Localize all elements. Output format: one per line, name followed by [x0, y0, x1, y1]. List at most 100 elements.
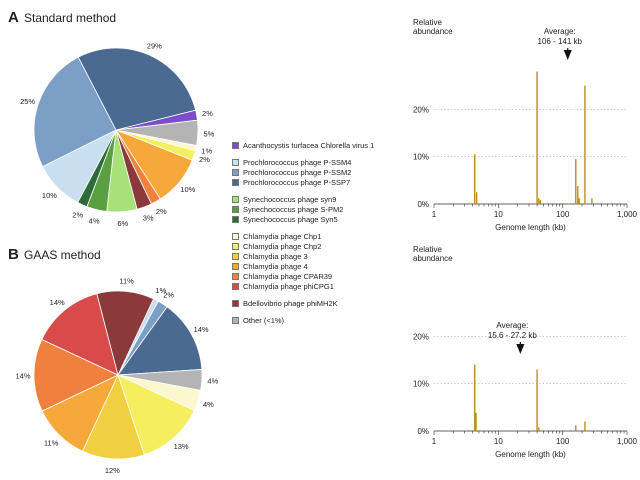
- pie-slice-label: 4%: [207, 377, 218, 386]
- legend-item: Synechococcus phage syn9: [232, 194, 412, 204]
- y-tick-label: 0%: [417, 427, 429, 436]
- panel-b-letter: B: [8, 246, 19, 263]
- legend-item: Chlamydia phage Chp2: [232, 241, 412, 251]
- pie-slice-label: 10%: [180, 185, 195, 194]
- legend-label: Acanthocystis turfacea Chlorella virus 1: [243, 140, 375, 150]
- pie-slice-label: 2%: [199, 155, 210, 164]
- legend-label: Chlamydia phage CPAR39: [243, 271, 333, 281]
- legend-swatch: [232, 232, 239, 240]
- legend-item: Bdellovibrio phage phiMH2K: [232, 298, 412, 308]
- pie-slice: [117, 374, 195, 456]
- annotation-arrow: [563, 50, 572, 60]
- legend-swatch: [232, 141, 239, 149]
- legend-label: Bdellovibrio phage phiMH2K: [243, 298, 338, 308]
- pie-slice-label: 12%: [105, 466, 120, 475]
- pie-slice-label: 1%: [201, 146, 212, 155]
- legend-label: Synechococcus phage S-PM2: [243, 204, 344, 214]
- pie-slice-label: 2%: [156, 207, 167, 216]
- pie-slice-label: 10%: [42, 191, 57, 200]
- panel-a-letter: A: [8, 9, 19, 26]
- x-tick-label: 1: [432, 210, 437, 219]
- annotation-line1: Average:: [544, 27, 576, 36]
- y-tick-label: 20%: [413, 105, 429, 114]
- legend-swatch: [232, 262, 239, 270]
- legend-item: Synechococcus phage Syn5: [232, 214, 412, 224]
- pie-slice: [81, 373, 145, 460]
- pie-slice: [77, 47, 197, 131]
- legend-swatch: [232, 272, 239, 280]
- x-tick-label: 1: [432, 437, 437, 446]
- panel-b-title: GAAS method: [24, 248, 101, 262]
- pie-slice-label: 3%: [143, 213, 154, 222]
- y-tick-label: 20%: [413, 332, 429, 341]
- y-axis-label-line: Relative: [413, 245, 442, 254]
- legend-label: Synechococcus phage Syn5: [243, 214, 338, 224]
- legend-swatch: [232, 205, 239, 213]
- pie-slice-label: 11%: [119, 276, 134, 285]
- legend-label: Chlamydia phage Chp2: [243, 241, 322, 251]
- legend-item: Prochlorococcus phage P-SSM2: [232, 167, 412, 177]
- legend-swatch: [232, 242, 239, 250]
- legend-label: Chlamydia phage phiCPG1: [243, 281, 334, 291]
- legend-label: Chlamydia phage Chp1: [243, 231, 322, 241]
- x-tick-label: 1,000: [617, 437, 638, 446]
- x-tick-label: 100: [556, 437, 570, 446]
- x-axis-label: Genome length (kb): [495, 450, 566, 459]
- x-axis-label: Genome length (kb): [495, 223, 566, 232]
- length-chart-2: 0% 10% 20% 1 10 100 1,000 Genome length (kb) Rel…: [413, 245, 638, 459]
- legend-swatch: [232, 316, 239, 324]
- legend-item: Acanthocystis turfacea Chlorella virus 1: [232, 140, 412, 150]
- legend-label: Chlamydia phage 3: [243, 251, 308, 261]
- legend-label: Prochlorococcus phage P-SSM2: [243, 167, 352, 177]
- annotation-line2: 106 - 141 kb: [538, 37, 583, 46]
- panel-a-title: Standard method: [24, 11, 117, 25]
- pie-slice-label: 14%: [194, 325, 209, 334]
- pie-slice-label: 13%: [174, 442, 189, 451]
- pie-slice-label: 25%: [20, 97, 35, 106]
- length-chart-1: 0% 10% 20% 1 10 100 1,000 Genome length (kb) Rel…: [413, 18, 638, 232]
- y-tick-label: 10%: [413, 380, 429, 389]
- legend-swatch: [232, 215, 239, 223]
- legend-item: Chlamydia phage 4: [232, 261, 412, 271]
- pie-slice-label: 6%: [117, 219, 128, 228]
- legend-swatch: [232, 195, 239, 203]
- legend-item: Prochlorococcus phage P-SSM4: [232, 157, 412, 167]
- pie-slice-label: 2%: [202, 109, 213, 118]
- legend-item: Prochlorococcus phage P-SSP7: [232, 177, 412, 187]
- pie-slice: [96, 290, 155, 377]
- y-axis-label-line: abundance: [413, 27, 453, 36]
- legend: Acanthocystis turfacea Chlorella virus 1…: [232, 140, 412, 325]
- pie-chart-2: 1%2% 14% 4% 4% 13% 12% 11% 14% 14% 11%: [15, 276, 218, 474]
- legend-swatch: [232, 299, 239, 307]
- legend-item: Chlamydia phage phiCPG1: [232, 281, 412, 291]
- pie-slice: [33, 338, 119, 412]
- pie-slice-label: 14%: [15, 371, 30, 380]
- x-tick-label: 100: [556, 210, 570, 219]
- pie-slice-label: 2%: [72, 211, 83, 220]
- x-tick-label: 10: [494, 210, 503, 219]
- pie-slice-label: 5%: [204, 129, 215, 138]
- x-tick-label: 1,000: [617, 210, 638, 219]
- annotation-arrow: [516, 344, 525, 354]
- pie-slice: [41, 293, 119, 376]
- pie-slice-label: 4%: [203, 400, 214, 409]
- y-axis-label-line: Relative: [413, 18, 442, 27]
- pie-slice-label: 1%: [155, 286, 166, 295]
- legend-label: Synechococcus phage syn9: [243, 194, 337, 204]
- legend-swatch: [232, 178, 239, 186]
- legend-item: Chlamydia phage 3: [232, 251, 412, 261]
- legend-item: Synechococcus phage S-PM2: [232, 204, 412, 214]
- pie-slice: [117, 306, 203, 376]
- legend-item: Chlamydia phage CPAR39: [232, 271, 412, 281]
- x-tick-label: 10: [494, 437, 503, 446]
- legend-label: Prochlorococcus phage P-SSP7: [243, 177, 351, 187]
- legend-label: Chlamydia phage 4: [243, 261, 308, 271]
- pie-slice-label: 4%: [89, 216, 100, 225]
- y-tick-label: 10%: [413, 153, 429, 162]
- legend-label: Other (<1%): [243, 315, 285, 325]
- legend-label: Prochlorococcus phage P-SSM4: [243, 157, 352, 167]
- pie-slice-label: 11%: [44, 438, 59, 447]
- pie-slice: [33, 56, 117, 168]
- pie-slice-label: 14%: [50, 298, 65, 307]
